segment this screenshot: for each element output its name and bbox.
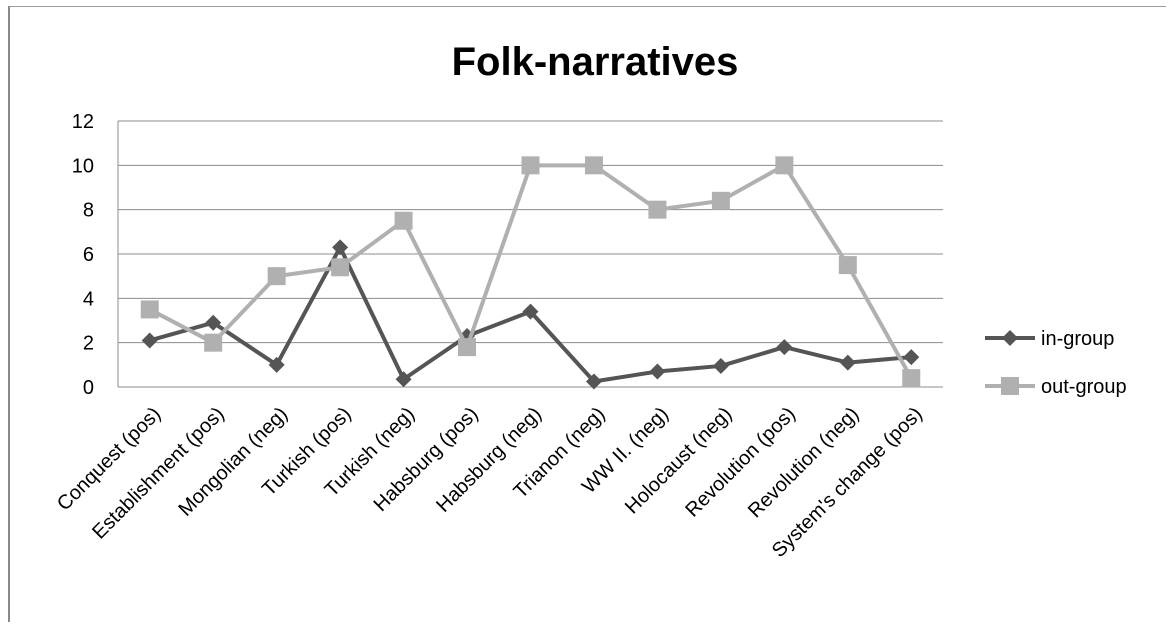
series-out-group [140,156,921,388]
data-point [268,356,285,373]
data-point [648,200,667,219]
data-point [267,267,286,286]
y-tick-label: 10 [72,155,94,177]
y-tick-label: 12 [72,111,94,133]
x-tick-label: Revolution (pos) [681,403,800,522]
data-point [838,256,857,275]
data-point [205,314,222,331]
legend: in-group out-group [985,328,1127,398]
series-in-group [141,239,920,390]
chart-title: Folk-narratives [452,40,739,84]
legend-label: out-group [1041,376,1127,398]
x-tick-label: Mongolian (neg) [174,403,292,521]
data-point [331,258,350,277]
legend-marker [1002,330,1018,346]
data-point [649,363,666,380]
x-tick-label: Revolution (neg) [744,403,863,522]
y-tick-label: 8 [83,200,94,222]
data-point [458,338,477,357]
data-point [775,156,794,175]
legend-item-out-group: out-group [985,376,1127,398]
data-point [395,371,412,388]
series-group [140,156,921,390]
data-point [712,357,729,374]
data-point [332,239,349,256]
data-point [522,303,539,320]
data-point [394,211,413,230]
y-axis-ticks: 0 2 4 6 8 10 12 [72,111,94,399]
data-point [584,156,603,175]
x-tick-label: Holocaust (neg) [621,403,736,518]
data-point [902,369,921,388]
series-line [148,163,914,380]
legend-label: in-group [1041,328,1114,350]
data-point [776,339,793,356]
data-point [140,300,159,319]
data-point [141,332,158,349]
y-tick-label: 6 [83,244,94,266]
y-tick-label: 4 [83,288,94,310]
legend-marker [1001,377,1019,395]
data-point [711,191,730,210]
chart-frame [8,6,1166,622]
data-point [521,156,540,175]
x-axis-ticks: Conquest (pos)Establishment (pos)Mongoli… [53,403,927,562]
gridlines [117,120,943,388]
legend-item-in-group: in-group [985,328,1114,350]
data-point [839,354,856,371]
data-point [204,333,223,352]
y-tick-label: 0 [83,377,94,399]
data-point [585,373,602,390]
y-tick-label: 2 [83,333,94,355]
data-point [903,349,920,366]
